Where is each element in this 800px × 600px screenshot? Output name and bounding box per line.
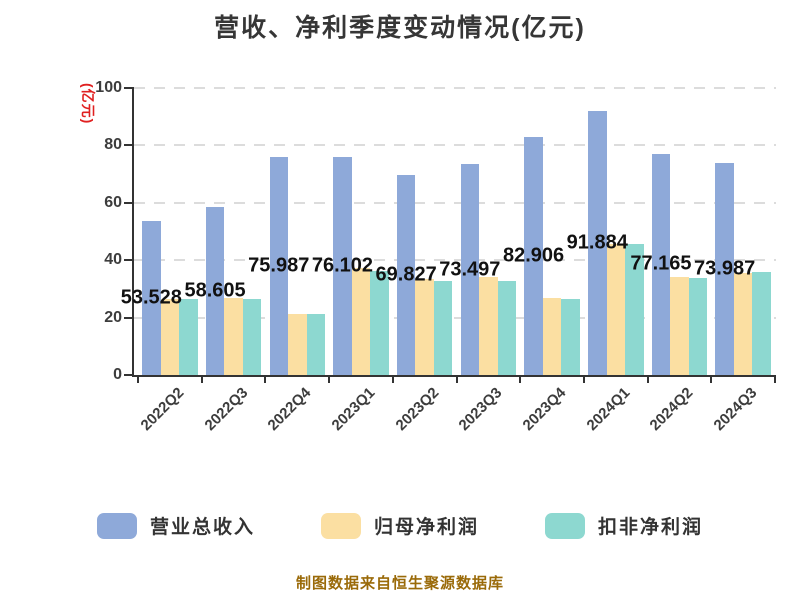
x-axis-tick bbox=[328, 377, 331, 383]
gridline bbox=[134, 201, 776, 204]
bar-non-gaap bbox=[370, 271, 389, 375]
bar-non-gaap bbox=[688, 277, 708, 375]
x-axis-line bbox=[132, 375, 776, 377]
bar-net-profit bbox=[415, 279, 434, 375]
legend-label-revenue: 营业总收入 bbox=[149, 517, 255, 538]
y-axis-tick bbox=[124, 201, 132, 204]
bar-value-label: 76.102 bbox=[311, 254, 374, 277]
x-axis-tick bbox=[582, 377, 585, 383]
x-axis-tick bbox=[519, 377, 522, 383]
y-axis-tick-label: 40 bbox=[104, 251, 122, 269]
legend-item-net-profit[interactable]: 归母净利润 bbox=[320, 512, 479, 539]
bar-value-label: 58.605 bbox=[184, 279, 246, 302]
x-axis-tick bbox=[264, 377, 267, 383]
bar-value-label: 75.987 bbox=[248, 254, 310, 277]
y-axis-tick-label: 20 bbox=[104, 308, 122, 326]
bar-non-gaap bbox=[306, 313, 325, 375]
bar-value-label: 69.827 bbox=[375, 263, 437, 286]
legend: 营业总收入 归母净利润 扣非净利润 bbox=[0, 512, 800, 539]
x-axis-tick bbox=[710, 377, 713, 383]
bar-value-label: 73.497 bbox=[439, 258, 501, 281]
bar-revenue bbox=[333, 156, 352, 375]
y-axis-tick bbox=[124, 144, 132, 147]
bar-revenue bbox=[651, 153, 671, 375]
y-axis-tick-label: 60 bbox=[104, 193, 122, 211]
bar-net-profit bbox=[160, 299, 180, 375]
bar-non-gaap bbox=[561, 298, 580, 375]
x-axis-tick bbox=[774, 377, 776, 383]
bar-revenue bbox=[142, 221, 161, 375]
bar-revenue bbox=[524, 137, 543, 375]
bar-non-gaap bbox=[752, 271, 771, 375]
bar-revenue bbox=[205, 206, 225, 375]
y-axis-tick bbox=[124, 316, 132, 319]
bar-net-profit bbox=[224, 298, 243, 375]
x-axis-tick bbox=[200, 377, 203, 383]
bar-net-profit bbox=[606, 243, 625, 375]
legend-swatch-net-profit bbox=[320, 512, 361, 539]
bar-non-gaap bbox=[497, 280, 517, 375]
bar-non-gaap bbox=[179, 299, 198, 375]
x-axis-tick bbox=[137, 377, 139, 383]
bar-net-profit bbox=[542, 297, 562, 375]
bar-value-label: 77.165 bbox=[630, 252, 692, 275]
bar-revenue bbox=[396, 174, 416, 375]
bar-value-label: 53.528 bbox=[120, 286, 182, 309]
x-axis-tick bbox=[455, 377, 458, 383]
y-axis-tick bbox=[124, 259, 132, 262]
x-axis-tick bbox=[391, 377, 394, 383]
bar-non-gaap bbox=[625, 243, 644, 375]
legend-label-non-gaap: 扣非净利润 bbox=[598, 517, 704, 538]
legend-label-net-profit: 归母净利润 bbox=[373, 517, 479, 538]
bar-net-profit bbox=[670, 276, 689, 375]
gridline bbox=[134, 144, 776, 147]
bar-value-label: 91.884 bbox=[566, 231, 628, 254]
bar-revenue bbox=[588, 111, 607, 375]
legend-swatch-non-gaap bbox=[545, 512, 585, 539]
legend-swatch-revenue bbox=[96, 512, 137, 539]
bar-value-label: 82.906 bbox=[502, 244, 565, 267]
gridline bbox=[134, 87, 776, 89]
bar-revenue bbox=[715, 162, 734, 375]
y-axis-line bbox=[132, 87, 134, 377]
y-axis-tick-label: 100 bbox=[95, 79, 122, 96]
bar-revenue bbox=[460, 164, 480, 375]
bar-revenue bbox=[269, 156, 288, 375]
y-axis-tick bbox=[124, 374, 132, 376]
gridline bbox=[134, 259, 776, 262]
bar-non-gaap bbox=[433, 280, 453, 375]
legend-item-non-gaap[interactable]: 扣非净利润 bbox=[545, 512, 703, 539]
bar-net-profit bbox=[351, 267, 371, 375]
bar-non-gaap bbox=[242, 299, 262, 375]
y-axis-tick-label: 80 bbox=[104, 136, 122, 154]
bar-net-profit bbox=[479, 276, 498, 375]
y-axis-tick bbox=[124, 87, 132, 89]
gridline bbox=[134, 316, 776, 319]
bar-net-profit bbox=[733, 272, 753, 375]
y-axis-tick-label: 0 bbox=[113, 366, 122, 383]
legend-item-revenue[interactable]: 营业总收入 bbox=[96, 512, 255, 539]
chart-title: 营收、净利季度变动情况(亿元) bbox=[214, 14, 586, 42]
x-axis-tick bbox=[646, 377, 649, 383]
bar-net-profit bbox=[288, 314, 307, 375]
data-source-note: 制图数据来自恒生聚源数据库 bbox=[295, 575, 504, 592]
bar-value-label: 73.987 bbox=[694, 257, 756, 280]
